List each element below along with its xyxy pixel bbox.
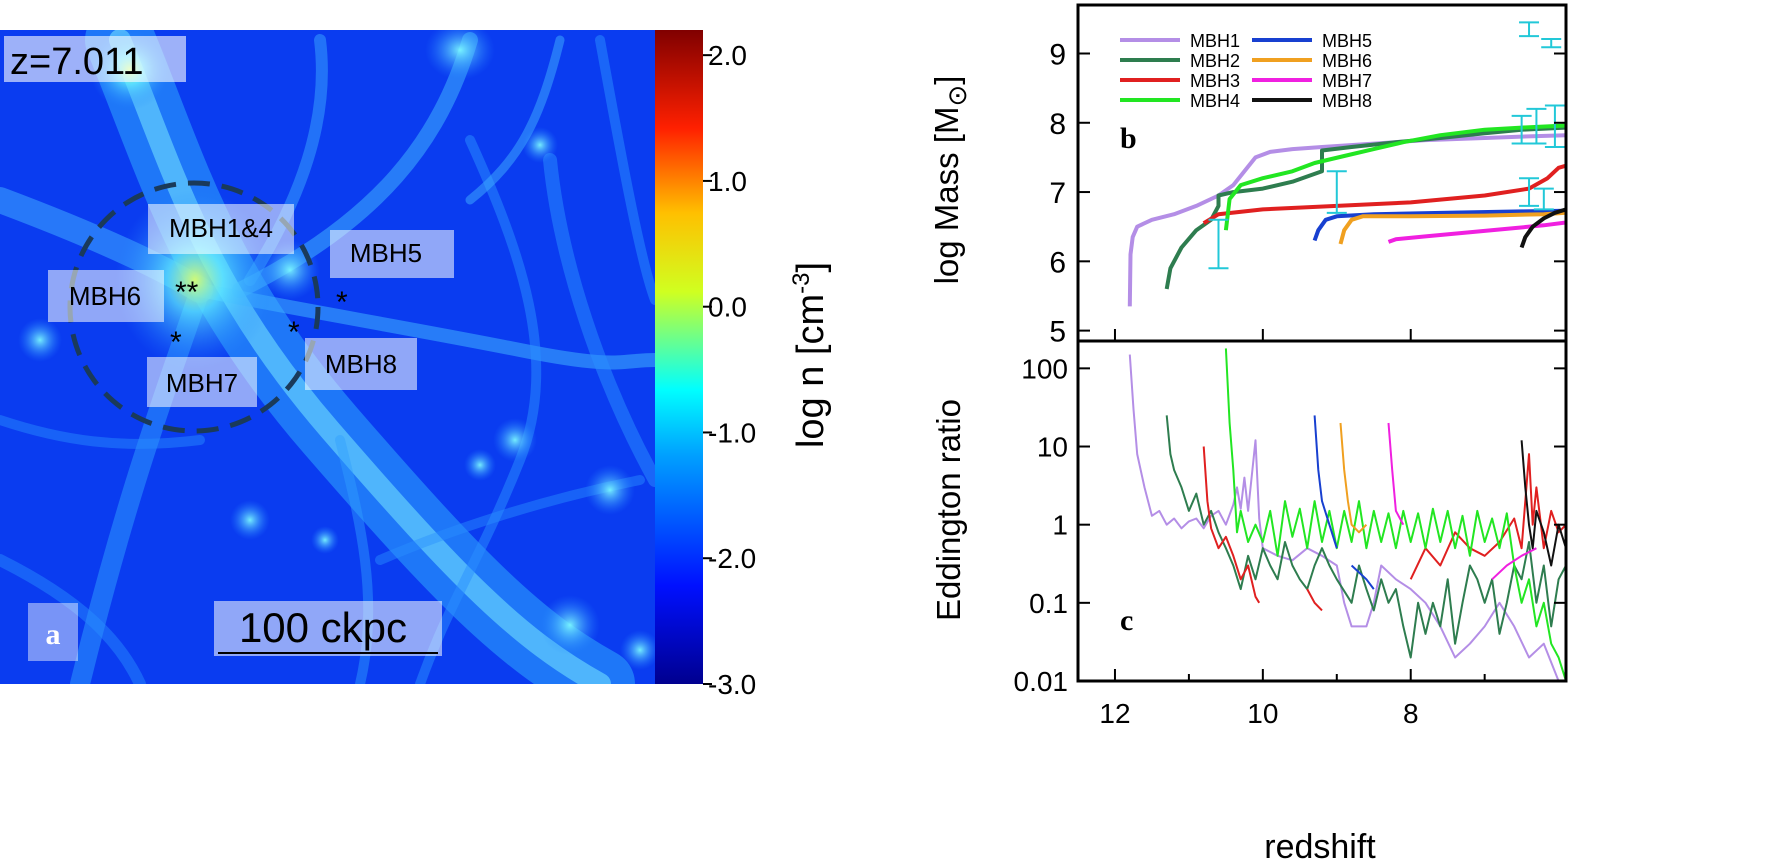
panel-c-ytick-label: 1: [1052, 510, 1068, 541]
panel-c-xtick-label: 12: [1099, 698, 1130, 729]
bh-marker-1-4: **: [175, 276, 199, 309]
panel-c-ytick-label: 0.01: [1014, 666, 1069, 697]
panel-c-xlabel: redshift: [1264, 828, 1376, 866]
colorbar: 2.0 1.0 0.0 -1.0 -2.0 -3.0 log n [cm-3]: [655, 30, 832, 700]
panel-c: 100 10 1 0.1 0.01 12 10 8 c Eddington ratio red…: [930, 339, 1568, 866]
legend-item-mbh8: MBH8: [1252, 91, 1372, 111]
eddington-line-mbh8: [1520, 440, 1566, 567]
bh-marker-5: *: [336, 286, 348, 319]
panel-c-ytick-label: 100: [1021, 353, 1068, 384]
observation-errorbar: [1533, 187, 1554, 211]
bh-labels: MBH1&4 MBH5 MBH6 MBH7 MBH8: [48, 204, 454, 407]
series-line-mbh3: [1202, 163, 1566, 225]
legend-item-mbh3: MBH3: [1120, 71, 1240, 91]
colorbar-tick-label: 1.0: [708, 166, 747, 197]
legend-label: MBH2: [1190, 51, 1240, 71]
observation-errorbar: [1519, 21, 1540, 38]
legend-label: MBH5: [1322, 31, 1372, 51]
bh-markers: ** * * *: [170, 276, 348, 359]
panel-b-ylabel: log Mass [M⊙]: [928, 76, 972, 285]
panel-c-ytick-label: 10: [1037, 432, 1068, 463]
colorbar-tick-label: -1.0: [708, 417, 756, 448]
bh-marker-7: *: [170, 326, 182, 359]
legend-label: MBH7: [1322, 71, 1372, 91]
legend-label: MBH1: [1190, 31, 1240, 51]
panel-c-ytick-label: 0.1: [1029, 588, 1068, 619]
series-line-mbh4: [1223, 123, 1566, 231]
eddington-line-mbh7: [1387, 422, 1405, 526]
eddington-line-mbh5b: [1350, 564, 1375, 590]
eddington-line-mbh3: [1202, 446, 1261, 604]
panel-b-ytick-label: 6: [1049, 246, 1066, 279]
observation-errorbar: [1544, 104, 1565, 149]
panel-b-ytick-label: 7: [1049, 177, 1066, 210]
eddington-line-mbh1: [1128, 354, 1560, 681]
series-line-mbh8: [1519, 207, 1566, 249]
colorbar-label: log n [cm-3]: [788, 262, 832, 448]
colorbar-tick-label: 2.0: [708, 40, 747, 71]
colorbar-tick-label: -3.0: [708, 669, 756, 700]
label-mbh8: MBH8: [325, 349, 397, 379]
series-line-mbh7: [1387, 220, 1566, 244]
panel-b-ticks: 5 6 7 8 9: [1049, 38, 1566, 349]
eddington-line-mbh5: [1313, 415, 1338, 549]
panel-b-plot-area: [1127, 21, 1566, 307]
density-map: ** * * * MBH1&4 MBH5 MBH6 MBH7 MBH8 z=7.…: [0, 30, 655, 684]
legend-label: MBH4: [1190, 91, 1240, 111]
legend-item-mbh2: MBH2: [1120, 51, 1240, 71]
panel-letter-b: b: [1120, 122, 1137, 155]
panel-c-ylabel: Eddington ratio: [930, 399, 967, 621]
panel-letter-c: c: [1120, 604, 1133, 637]
legend-item-mbh4: MBH4: [1120, 91, 1240, 111]
panel-b-ytick-label: 5: [1049, 316, 1066, 349]
filaments: [0, 30, 655, 684]
label-mbh5: MBH5: [350, 238, 422, 268]
legend-item-mbh1: MBH1: [1120, 31, 1240, 51]
redshift-label: z=7.011: [10, 41, 143, 83]
label-mbh6: MBH6: [69, 281, 141, 311]
panel-c-plot-area: [1128, 348, 1566, 681]
legend-item-mbh6: MBH6: [1252, 51, 1372, 71]
series-line-mbh2: [1164, 125, 1566, 290]
observation-errorbar: [1326, 170, 1347, 214]
observation-errorbar: [1526, 107, 1547, 145]
panel-c-xtick-label: 10: [1247, 698, 1278, 729]
observation-errorbar: [1519, 177, 1540, 207]
eddington-line-mbh3b: [1306, 588, 1323, 612]
eddington-line-mbh4: [1224, 348, 1566, 681]
label-mbh1-4: MBH1&4: [169, 213, 273, 243]
panel-c-ticks: 100 10 1 0.1 0.01 12 10 8: [1014, 353, 1566, 729]
series-line-mbh1: [1127, 133, 1566, 307]
legend-label: MBH3: [1190, 71, 1240, 91]
bh-marker-8: *: [288, 316, 300, 349]
colorbar-tick-label: 0.0: [708, 292, 747, 323]
panel-c-frame: [1076, 339, 1568, 683]
legend-label: MBH6: [1322, 51, 1372, 71]
series-line-mbh6: [1338, 210, 1566, 245]
eddington-line-mbh2: [1165, 415, 1566, 659]
legend-label: MBH8: [1322, 91, 1372, 111]
observation-errorbar: [1541, 37, 1562, 49]
panel-letter-a: a: [46, 618, 61, 651]
scale-bar-label: 100 ckpc: [239, 604, 407, 651]
legend-item-mbh7: MBH7: [1252, 71, 1372, 91]
label-mbh7: MBH7: [166, 368, 238, 398]
observation-errorbar: [1208, 218, 1229, 270]
legend-item-mbh5: MBH5: [1252, 31, 1372, 51]
colorbar-tick-label: -2.0: [708, 543, 756, 574]
panel-b-ytick-label: 9: [1049, 38, 1066, 71]
eddington-line-mbh3c: [1409, 453, 1566, 580]
colorbar-ticks: 2.0 1.0 0.0 -1.0 -2.0 -3.0: [703, 40, 756, 700]
panel-c-xtick-label: 8: [1403, 698, 1419, 729]
series-line-mbh5: [1312, 208, 1566, 242]
panel-b-ytick-label: 8: [1049, 108, 1066, 141]
eddington-line-mbh6: [1339, 422, 1368, 534]
eddington-line-mbh7b: [1491, 547, 1537, 581]
